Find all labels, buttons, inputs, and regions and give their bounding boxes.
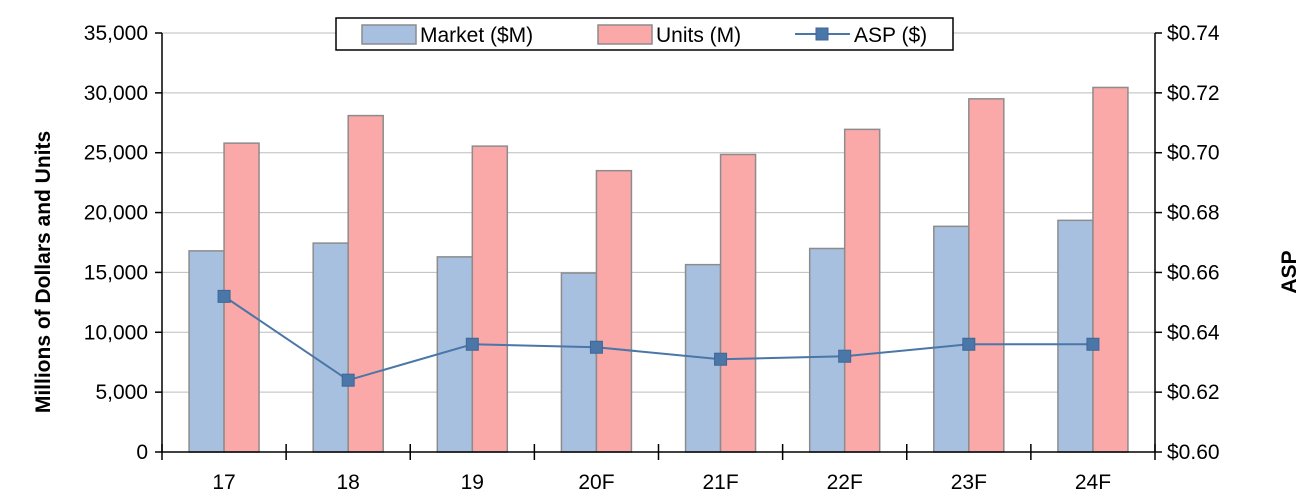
x-axis-ticks: 17 18 19 20F 21F 22F 23F 24F xyxy=(212,471,1111,494)
x-tick-label: 20F xyxy=(578,471,614,494)
legend-label-market: Market ($M) xyxy=(420,24,533,47)
right-axis-ticks: $0.60 $0.62 $0.64 $0.66 $0.68 $0.70 $0.72 $0.74 xyxy=(1167,22,1220,464)
right-tick-label: $0.64 xyxy=(1167,321,1220,344)
market-bar xyxy=(436,256,474,453)
units-bar xyxy=(471,145,509,453)
right-tick-label: $0.66 xyxy=(1167,261,1220,284)
right-tick-label: $0.74 xyxy=(1167,22,1220,45)
asp-marker xyxy=(341,373,355,387)
units-bar xyxy=(968,98,1005,453)
right-tick-label: $0.70 xyxy=(1167,142,1220,165)
legend-label-units: Units (M) xyxy=(656,24,741,47)
x-tick-label: 23F xyxy=(951,471,987,494)
asp-marker xyxy=(838,349,852,363)
left-tick-label: 5,000 xyxy=(95,381,148,404)
left-tick-label: 15,000 xyxy=(84,261,148,284)
right-tick-label: $0.60 xyxy=(1167,441,1220,464)
x-tick-label: 19 xyxy=(461,471,484,494)
units-bar xyxy=(843,128,881,453)
gridlines xyxy=(162,32,1155,393)
asp-marker xyxy=(217,289,231,303)
legend-marker-asp xyxy=(815,27,829,41)
legend-swatch-units xyxy=(597,24,653,45)
left-tick-label: 20,000 xyxy=(84,202,148,225)
left-axis-ticks: 0 5,000 10,000 15,000 20,000 25,000 30,000 35,0… xyxy=(84,22,148,464)
x-tick-label: 21F xyxy=(702,471,738,494)
units-bar xyxy=(595,169,633,453)
market-bar xyxy=(560,272,598,453)
y-axis-label: Millions of Dollars and Units xyxy=(32,131,55,413)
right-tick-label: $0.68 xyxy=(1167,202,1220,225)
right-tick-label: $0.72 xyxy=(1167,82,1220,105)
left-tick-label: 10,000 xyxy=(84,321,148,344)
x-tick-label: 22F xyxy=(827,471,863,494)
market-bar xyxy=(312,242,349,453)
left-tick-label: 30,000 xyxy=(84,82,148,105)
asp-line xyxy=(223,295,1093,382)
asp-marker xyxy=(1086,337,1100,351)
market-bar xyxy=(1057,219,1094,453)
legend: Market ($M) Units (M) ASP ($) xyxy=(335,17,954,51)
x-tick-label: 18 xyxy=(337,471,360,494)
asp-marker xyxy=(589,340,603,354)
left-tick-label: 0 xyxy=(136,441,148,464)
bars xyxy=(188,86,1129,453)
units-bar xyxy=(1092,86,1129,453)
legend-label-asp: ASP ($) xyxy=(854,24,927,47)
asp-marker xyxy=(465,337,479,351)
asp-marker xyxy=(714,352,728,366)
asp-line-series xyxy=(217,289,1100,387)
left-tick-label: 35,000 xyxy=(84,22,148,45)
axes xyxy=(155,32,1162,460)
right-tick-label: $0.62 xyxy=(1167,381,1220,404)
x-tick-label: 17 xyxy=(212,471,235,494)
market-bar xyxy=(188,250,225,453)
legend-swatch-market xyxy=(361,24,417,45)
asp-marker xyxy=(962,337,976,351)
units-bar xyxy=(347,114,384,453)
units-bar xyxy=(719,153,757,453)
x-tick-label: 24F xyxy=(1075,471,1111,494)
y2-axis-label: ASP xyxy=(1278,250,1301,293)
left-tick-label: 25,000 xyxy=(84,142,148,165)
